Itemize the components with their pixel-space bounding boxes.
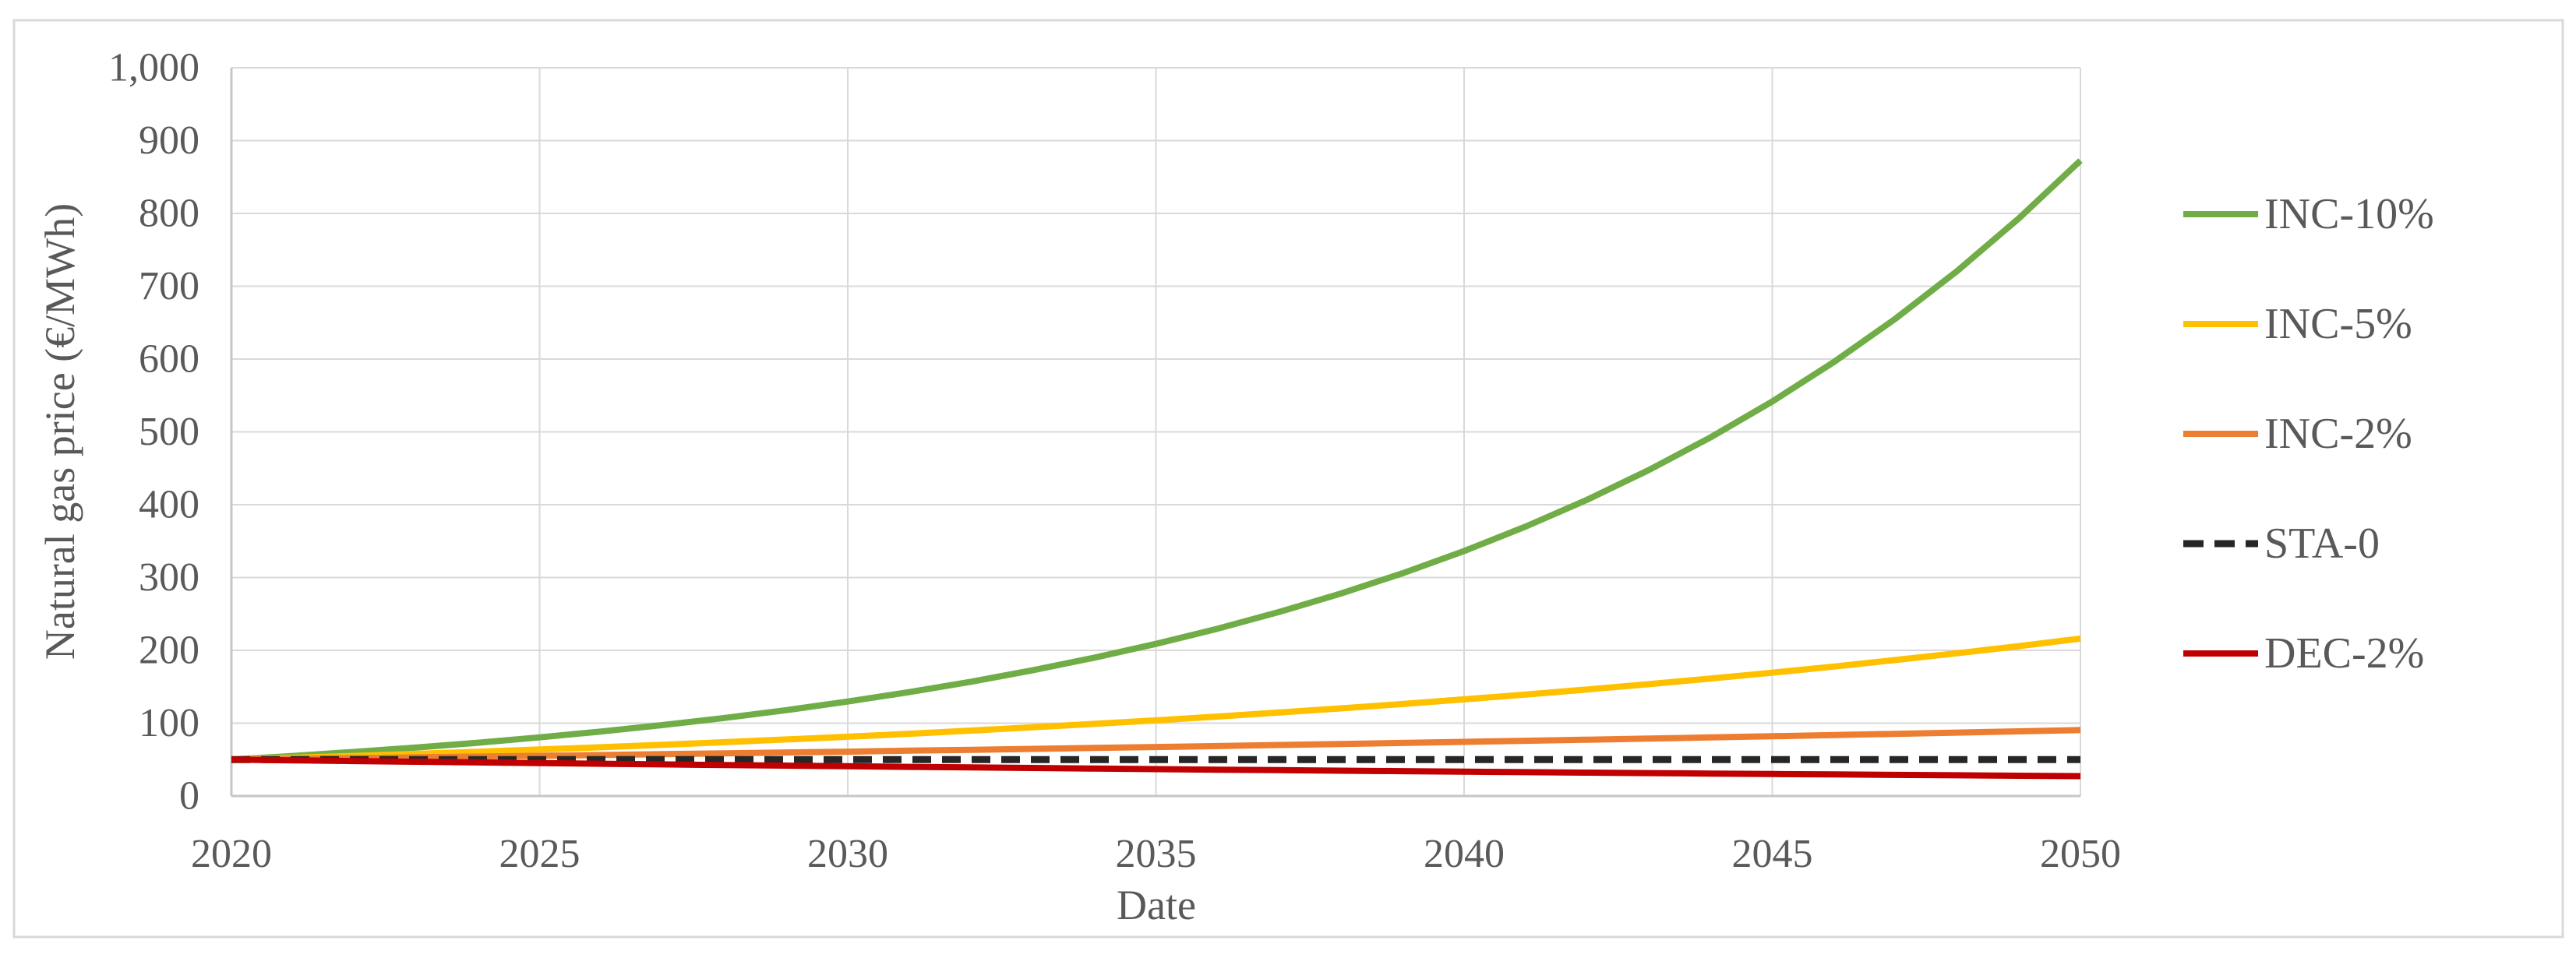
axis-lines <box>230 68 2080 798</box>
tick-labels: 0 100 200 300 400 500 600 700 800 900 1,000 2020 202… <box>108 46 2121 877</box>
y-tick-label: 900 <box>139 118 199 163</box>
legend-label-inc-2: INC-2% <box>2264 410 2412 458</box>
legend-label-sta-0: STA-0 <box>2264 520 2380 568</box>
x-tick-label: 2025 <box>499 832 580 876</box>
y-tick-label: 1,000 <box>108 46 199 90</box>
legend: INC-10% INC-5% INC-2% STA-0 DEC-2% <box>2183 190 2434 678</box>
series-line-dec-2 <box>231 756 2081 780</box>
y-tick-label: 200 <box>139 629 199 673</box>
gridlines <box>231 67 2081 796</box>
figure-border <box>12 19 2564 939</box>
legend-label-dec-2: DEC-2% <box>2264 629 2424 678</box>
x-tick-label: 2020 <box>191 832 272 876</box>
y-tick-label: 300 <box>139 555 199 600</box>
y-tick-label: 100 <box>139 701 199 745</box>
series-line-inc-2 <box>231 727 2081 763</box>
x-axis-title: Date <box>1117 882 1196 928</box>
x-tick-label: 2050 <box>2040 832 2121 876</box>
y-tick-label: 600 <box>139 337 199 382</box>
legend-label-inc-5: INC-5% <box>2264 300 2412 348</box>
y-tick-label: 700 <box>139 264 199 308</box>
x-tick-label: 2045 <box>1732 832 1813 876</box>
x-tick-label: 2040 <box>1424 832 1505 876</box>
plot-series <box>231 158 2083 780</box>
y-tick-label: 0 <box>179 774 199 819</box>
y-axis-title: Natural gas price (€/MWh) <box>37 203 83 660</box>
x-tick-label: 2030 <box>807 832 888 876</box>
x-tick-label: 2035 <box>1116 832 1197 876</box>
y-tick-label: 500 <box>139 410 199 454</box>
legend-label-inc-10: INC-10% <box>2264 190 2434 238</box>
y-tick-label: 800 <box>139 192 199 236</box>
series-line-inc-10 <box>231 158 2083 763</box>
y-tick-label: 400 <box>139 483 199 527</box>
series-line-inc-5 <box>231 635 2081 763</box>
